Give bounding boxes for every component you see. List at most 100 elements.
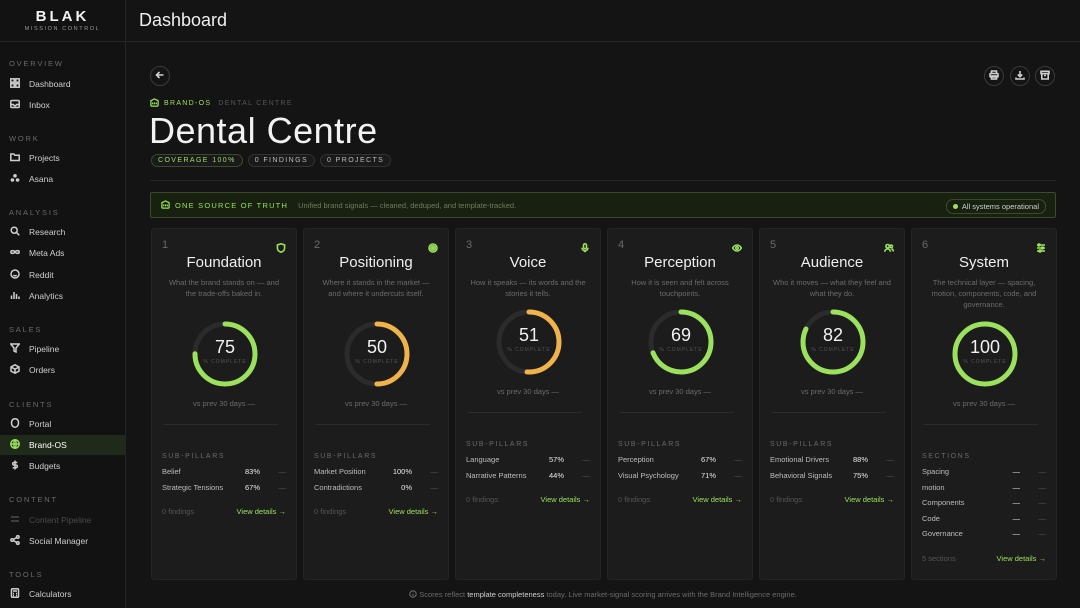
sidebar-item-label: Social Manager (29, 536, 89, 546)
sidebar-item-reddit[interactable]: Reddit (0, 265, 126, 285)
sidebar-item-brand-os[interactable]: Brand-OS (0, 435, 126, 455)
view-details-link[interactable]: View details → (236, 507, 286, 517)
findings-count: 0 findings (770, 495, 803, 505)
sidebar-item-orders[interactable]: Orders (0, 360, 126, 380)
sidebar-item-pipeline[interactable]: Pipeline (0, 339, 126, 359)
sidebar-item-social-manager[interactable]: Social Manager (0, 531, 126, 551)
sidebar-item-dashboard[interactable]: Dashboard (0, 74, 126, 94)
top-bar: Dashboard (127, 0, 1080, 42)
pillar-number: 6 (922, 239, 929, 251)
reddit-icon (10, 269, 29, 281)
sidebar-section-work: WORK (9, 134, 40, 143)
sub-pillar-name: Language (466, 455, 500, 464)
sidebar-item-portal[interactable]: Portal (0, 414, 126, 434)
sidebar-section-analysis: ANALYSIS (9, 208, 60, 217)
sub-pillar-value: 71% (700, 470, 716, 480)
breadcrumb-page: DENTAL CENTRE (218, 100, 293, 107)
download-button[interactable] (1010, 66, 1030, 86)
pillar-number: 3 (466, 239, 473, 251)
sidebar-section-tools: TOOLS (9, 570, 44, 579)
card-divider (316, 424, 430, 425)
note-pre: Scores reflect (419, 590, 466, 599)
sidebar-item-label: Orders (29, 365, 55, 375)
card-footer: 5 sections View details → (922, 554, 1046, 563)
pillar-card-voice[interactable]: 3 Voice How it speaks — its words and th… (455, 228, 601, 580)
target-icon (428, 240, 438, 253)
view-details-link[interactable]: View details → (996, 554, 1046, 563)
sub-pillar-name: Components (922, 498, 965, 508)
score-ring: 69 % COMPLETE (646, 307, 716, 377)
card-footer: 0 findings View details → (770, 495, 894, 504)
infinity-icon (10, 247, 29, 259)
pillar-title: Foundation (186, 254, 262, 271)
dollar-icon (10, 460, 29, 472)
view-details-link[interactable]: View details → (844, 495, 894, 505)
funnel-icon (9, 343, 29, 355)
sidebar-item-inbox[interactable]: Inbox (0, 95, 126, 115)
sidebar-item-label: Reddit (29, 270, 54, 280)
breadcrumb-section[interactable]: BRAND-OS (164, 100, 212, 107)
pillar-card-perception[interactable]: 4 Perception How it is seen and felt acr… (607, 228, 753, 580)
pillar-card-audience[interactable]: 5 Audience Who it moves — what they feel… (759, 228, 905, 580)
status-badge: All systems operational (945, 199, 1046, 214)
sidebar-item-asana[interactable]: Asana (0, 169, 126, 189)
sidebar-item-content-pipeline[interactable]: Content Pipeline (0, 510, 126, 530)
sidebar-item-label: Portal (29, 419, 52, 429)
sub-pillar-value: — (1012, 513, 1021, 523)
portal-icon (10, 418, 29, 430)
users-icon (884, 240, 895, 252)
pillar-description: How it is seen and felt across touchpoin… (631, 278, 729, 298)
pillar-title: Voice (509, 254, 547, 271)
pillar-card-positioning[interactable]: 2 Positioning Where it stands in the mar… (303, 228, 449, 580)
info-icon (409, 590, 417, 599)
sub-pillar-delta: — (734, 455, 743, 464)
sidebar-item-analytics[interactable]: Analytics (0, 286, 126, 306)
print-button[interactable] (984, 66, 1004, 86)
footer-note: Scores reflect template completeness tod… (126, 590, 1080, 599)
logo[interactable]: BLAK MISSION CONTROL (0, 0, 125, 42)
pipeline-icon (10, 514, 29, 526)
findings-count: 0 findings (314, 507, 347, 517)
source-of-truth-banner: ONE SOURCE OF TRUTH Unified brand signal… (150, 192, 1056, 218)
score-ring: 75 % COMPLETE (190, 319, 260, 389)
pillar-card-system[interactable]: 6 System The technical layer — spacing, … (911, 228, 1057, 580)
sub-pillar-delta: — (1038, 529, 1047, 539)
sub-pillars-heading: SUB-PILLARS (466, 441, 530, 448)
calculator-icon (10, 588, 29, 600)
sidebar-item-label: Meta Ads (29, 248, 65, 258)
archive-button[interactable] (1035, 66, 1055, 86)
sidebar-item-label: Dashboard (29, 79, 71, 89)
score-ring-fill (344, 321, 410, 387)
sub-pillar-name: Narrative Patterns (466, 470, 527, 480)
sub-pillar-value: 67% (244, 482, 260, 492)
sub-pillar-delta: — (1038, 467, 1047, 476)
card-divider (772, 412, 886, 413)
view-details-link[interactable]: View details → (692, 495, 742, 505)
sub-pillar-delta: — (430, 482, 439, 492)
sidebar-item-calculators[interactable]: Calculators (0, 584, 126, 604)
pillar-number: 2 (314, 239, 321, 251)
logo-subtitle: MISSION CONTROL (24, 25, 101, 32)
sub-pillar-delta: — (886, 470, 895, 480)
eye-icon (731, 240, 743, 252)
sub-pillar-value: 83% (244, 467, 260, 476)
sidebar-section-content: CONTENT (9, 495, 58, 504)
sub-pillar-row: Emotional Drivers 88% — (770, 455, 894, 466)
sidebar-item-research[interactable]: Research (0, 222, 126, 242)
back-button[interactable] (150, 66, 170, 86)
client-title: Dental Centre (149, 110, 378, 151)
view-details-link[interactable]: View details → (540, 495, 590, 505)
sidebar-item-meta-ads[interactable]: Meta Ads (0, 243, 126, 263)
view-details-link[interactable]: View details → (388, 507, 438, 517)
score-label: % COMPLETE (659, 347, 703, 353)
sidebar-item-projects[interactable]: Projects (0, 148, 126, 168)
sidebar-section-sales: SALES (9, 325, 43, 334)
score-ring-fill (648, 309, 714, 375)
pillar-card-foundation[interactable]: 1 Foundation What the brand stands on — … (151, 228, 297, 580)
sub-pillar-value: — (1012, 498, 1021, 508)
card-divider (924, 424, 1038, 425)
sub-pillar-row: Behavioral Signals 75% — (770, 471, 894, 482)
grid-icon (10, 78, 29, 90)
score-value: 75 (214, 337, 236, 357)
sidebar-item-budgets[interactable]: Budgets (0, 456, 126, 476)
